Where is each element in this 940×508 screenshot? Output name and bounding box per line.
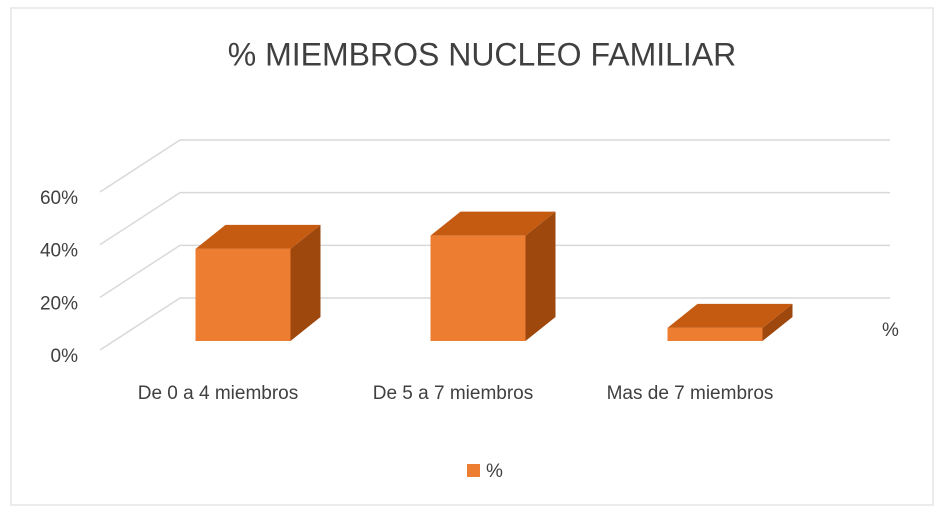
- y-tick-label: 40%: [40, 241, 78, 262]
- bar-front: [195, 248, 291, 341]
- bar-top: [667, 303, 793, 328]
- x-tick-label: Mas de 7 miembros: [607, 383, 774, 404]
- bar-side: [290, 224, 321, 341]
- y-tick-label: 20%: [40, 293, 78, 314]
- x-tick-label: De 5 a 7 miembros: [373, 383, 534, 404]
- legend-swatch: [467, 464, 480, 477]
- grid-line: [99, 244, 890, 298]
- grid-line: [99, 297, 890, 351]
- bar-side: [525, 211, 556, 341]
- bar: [195, 224, 321, 341]
- grid-line: [99, 139, 890, 193]
- bar-top: [430, 211, 556, 236]
- bar-front: [430, 235, 526, 341]
- bar-top: [195, 224, 321, 249]
- chart-title: % MIEMBROS NUCLEO FAMILIAR: [228, 36, 737, 72]
- bar: [667, 303, 793, 341]
- bar-front: [667, 327, 763, 341]
- depth-axis-label: %: [882, 320, 899, 341]
- y-tick-label: 60%: [40, 188, 78, 209]
- legend-label: %: [486, 461, 503, 482]
- bar: [430, 211, 556, 341]
- grid-line: [99, 191, 890, 246]
- bar-side: [762, 303, 793, 341]
- y-tick-label: 0%: [51, 346, 79, 367]
- x-tick-label: De 0 a 4 miembros: [138, 383, 299, 404]
